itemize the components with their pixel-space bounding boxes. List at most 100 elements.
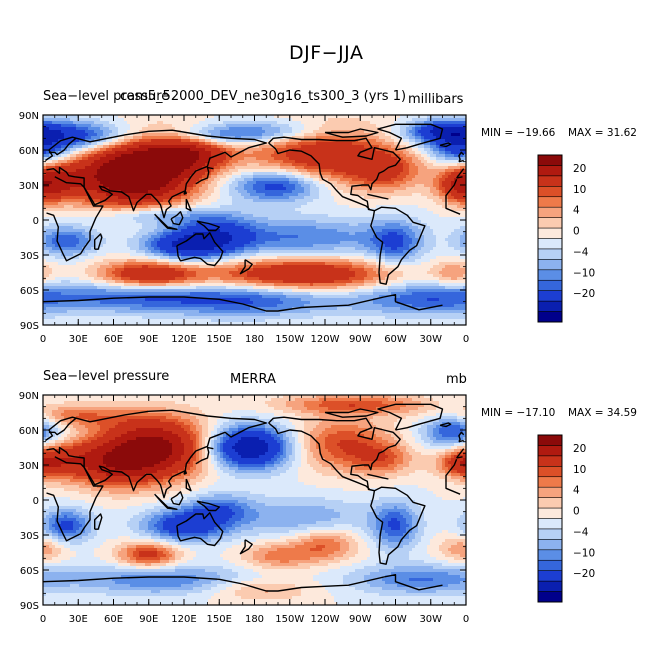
- colorbar-1: 20 10 4 0 −4 −10 −20: [537, 154, 595, 323]
- lon-tick-label: 0: [463, 614, 469, 625]
- colorbar-label: 20: [573, 443, 586, 455]
- lon-tick-label: 90W: [349, 334, 372, 345]
- colorbar-swatch: [537, 497, 563, 509]
- colorbar-label: −10: [573, 547, 595, 559]
- colorbar-swatch: [537, 300, 563, 313]
- lat-tick-label: 30S: [20, 251, 39, 262]
- colorbar-label: 4: [573, 485, 580, 497]
- colorbar-swatch: [537, 476, 563, 488]
- lon-tick-label: 120W: [311, 334, 340, 345]
- colorbar-swatch: [537, 549, 563, 561]
- lon-tick-label: 180: [245, 334, 264, 345]
- lat-tick-label: 60N: [19, 426, 39, 437]
- lon-tick-label: 90W: [349, 614, 372, 625]
- colorbar-swatch: [537, 518, 563, 530]
- colorbar-swatch: [537, 539, 563, 551]
- colorbar-swatch: [537, 570, 563, 582]
- lon-tick-label: 0: [463, 334, 469, 345]
- panel-2-center-title: MERRA: [230, 373, 276, 386]
- lon-tick-label: 30E: [69, 334, 88, 345]
- shaded-field: [43, 395, 466, 605]
- lat-tick-label: 90N: [19, 111, 39, 122]
- colorbar-swatch: [537, 528, 563, 540]
- lon-tick-label: 150E: [207, 614, 232, 625]
- colorbar-label: 4: [573, 205, 580, 217]
- lat-tick-label: 90S: [20, 321, 39, 332]
- lon-tick-label: 90E: [139, 334, 158, 345]
- lon-tick-label: 120E: [171, 334, 196, 345]
- colorbar-swatch: [537, 154, 563, 166]
- colorbar-swatch: [537, 238, 563, 250]
- colorbar-label: 0: [573, 226, 580, 238]
- colorbar-swatch: [537, 206, 563, 219]
- figure-title: DJF−JJA: [289, 44, 363, 63]
- lon-tick-label: 30W: [419, 614, 442, 625]
- colorbar-swatch: [537, 580, 563, 593]
- panel-1-min: MIN = −19.66: [481, 128, 555, 139]
- lon-tick-label: 0: [40, 334, 46, 345]
- lon-tick-label: 120E: [171, 614, 196, 625]
- lat-tick-label: 0: [33, 496, 39, 507]
- colorbar-label: 0: [573, 506, 580, 518]
- lat-tick-label: 60S: [20, 566, 39, 577]
- colorbar-swatch: [537, 290, 563, 302]
- lat-tick-label: 30N: [19, 461, 39, 472]
- lon-tick-label: 180: [245, 614, 264, 625]
- colorbar-swatch: [537, 217, 563, 229]
- colorbar-2: 20 10 4 0 −4 −10 −20: [537, 434, 595, 603]
- lat-tick-label: 60S: [20, 286, 39, 297]
- lat-tick-label: 30N: [19, 181, 39, 192]
- colorbar-swatch: [537, 248, 563, 260]
- coastlines: [43, 123, 465, 312]
- lon-tick-label: 30E: [69, 614, 88, 625]
- lat-tick-label: 0: [33, 216, 39, 227]
- colorbar-label: 10: [573, 184, 586, 196]
- lon-tick-label: 120W: [311, 614, 340, 625]
- colorbar-swatch: [537, 311, 563, 323]
- panel-1-max: MAX = 31.62: [568, 128, 637, 139]
- colorbar-label: −10: [573, 267, 595, 279]
- colorbar-swatch: [537, 445, 563, 457]
- panel-2-max: MAX = 34.59: [568, 408, 637, 419]
- colorbar-swatch: [537, 455, 563, 467]
- colorbar-label: −20: [573, 288, 595, 300]
- colorbar-swatch: [537, 279, 563, 292]
- lon-tick-label: 60E: [104, 334, 123, 345]
- lon-tick-label: 150E: [207, 334, 232, 345]
- colorbar-label: 20: [573, 163, 586, 175]
- colorbar-label: −20: [573, 568, 595, 580]
- lon-tick-label: 60W: [384, 334, 407, 345]
- lon-tick-label: 90E: [139, 614, 158, 625]
- colorbar-swatch: [537, 196, 563, 208]
- panel-2-units: mb: [446, 373, 467, 386]
- lon-tick-label: 30W: [419, 334, 442, 345]
- colorbar-swatch: [537, 165, 563, 177]
- colorbar-swatch: [537, 486, 563, 499]
- colorbar-swatch: [537, 591, 563, 603]
- colorbar-swatch: [537, 559, 563, 572]
- lon-tick-label: 150W: [275, 614, 304, 625]
- colorbar-label: −4: [573, 526, 589, 538]
- colorbar-swatch: [537, 434, 563, 446]
- colorbar-swatch: [537, 175, 563, 187]
- lon-tick-label: 60W: [384, 614, 407, 625]
- colorbar-swatch: [537, 227, 563, 239]
- panel-2-min: MIN = −17.10: [481, 408, 555, 419]
- lat-tick-label: 90N: [19, 391, 39, 402]
- panel-1-left-title: Sea−level pressure: [43, 90, 169, 103]
- lon-tick-label: 0: [40, 614, 46, 625]
- colorbar-swatch: [537, 259, 563, 271]
- panel-1-center-title: cam5_52000_DEV_ne30g16_ts300_3 (yrs 1): [120, 90, 406, 103]
- colorbar-swatch: [537, 466, 563, 478]
- colorbar-swatch: [537, 507, 563, 519]
- lat-tick-label: 90S: [20, 601, 39, 612]
- lat-tick-label: 30S: [20, 531, 39, 542]
- colorbar-swatch: [537, 186, 563, 198]
- colorbar-label: −4: [573, 246, 589, 258]
- colorbar-swatch: [537, 269, 563, 281]
- lon-tick-label: 150W: [275, 334, 304, 345]
